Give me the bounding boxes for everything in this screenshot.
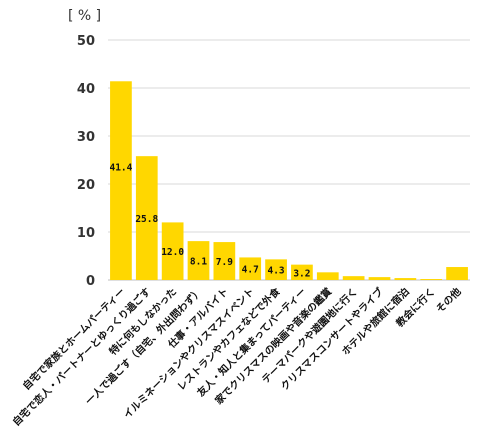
data-label: 4.7 bbox=[242, 265, 259, 276]
data-label: 41.4 bbox=[109, 163, 132, 174]
bar bbox=[135, 156, 158, 280]
bar bbox=[213, 242, 236, 280]
y-axis-ticks: 0 10 20 30 40 50 bbox=[77, 34, 95, 289]
bar bbox=[368, 277, 391, 280]
bar bbox=[239, 257, 262, 280]
data-label: 3.2 bbox=[293, 268, 310, 279]
y-tick-label: 40 bbox=[77, 82, 95, 97]
bar bbox=[316, 272, 339, 280]
bar bbox=[265, 259, 287, 280]
data-label: 4.3 bbox=[267, 266, 284, 277]
bar bbox=[342, 276, 365, 280]
bar bbox=[394, 278, 417, 280]
y-tick-label: 50 bbox=[77, 34, 95, 49]
bar bbox=[161, 222, 184, 280]
y-tick-label: 0 bbox=[86, 274, 95, 289]
bar bbox=[420, 279, 443, 280]
category-label: その他 bbox=[433, 285, 463, 315]
y-axis-unit-label: [ % ] bbox=[68, 8, 101, 24]
data-labels: 41.4 25.8 12.0 8.1 7.9 4.7 4.3 3.2 bbox=[109, 163, 310, 280]
data-label: 12.0 bbox=[161, 247, 184, 258]
y-tick-label: 10 bbox=[77, 226, 95, 241]
y-tick-label: 30 bbox=[77, 130, 95, 145]
y-tick-label: 20 bbox=[77, 178, 95, 193]
data-label: 8.1 bbox=[190, 257, 207, 268]
bars bbox=[110, 81, 468, 280]
data-label: 25.8 bbox=[135, 214, 158, 225]
bar bbox=[291, 264, 313, 280]
data-label: 7.9 bbox=[216, 257, 233, 268]
category-labels: 自宅で家族とホームパーティー自宅で恋人・パートナーとゆっくり過ごす特に何もしなか… bbox=[10, 284, 464, 428]
bar bbox=[446, 267, 468, 280]
bar bbox=[187, 241, 210, 280]
bar bbox=[110, 81, 132, 280]
